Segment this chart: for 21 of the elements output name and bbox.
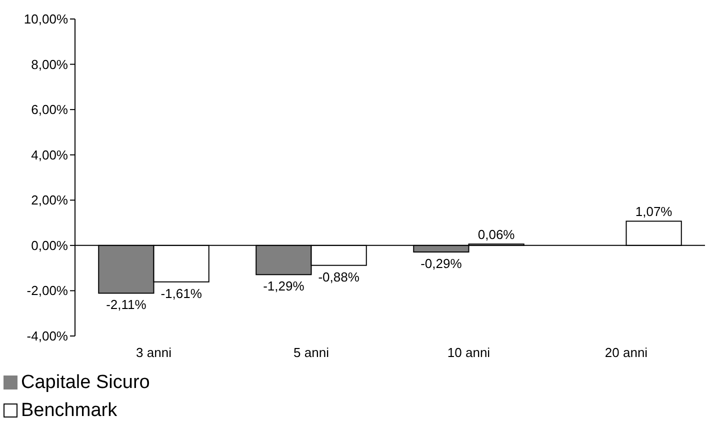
- x-tick-label: 5 anni: [294, 345, 330, 360]
- data-label: -1,29%: [263, 278, 305, 294]
- y-tick-label: 0,00%: [31, 238, 68, 253]
- data-label: -0,29%: [420, 256, 462, 271]
- data-label: 1,07%: [635, 204, 673, 220]
- y-tick-label: 10,00%: [24, 12, 68, 26]
- y-tick-label: -2,00%: [26, 283, 68, 298]
- x-tick-label: 10 anni: [447, 345, 490, 360]
- y-tick-label: -4,00%: [26, 328, 68, 344]
- y-tick-label: 8,00%: [31, 56, 68, 72]
- x-tick-label: 20 anni: [604, 345, 648, 360]
- data-label: -1,61%: [160, 286, 202, 301]
- x-tick-label: 3 anni: [136, 345, 172, 360]
- y-tick-label: 6,00%: [31, 102, 68, 118]
- data-label: -2,11%: [106, 297, 147, 312]
- data-label: -0,88%: [318, 269, 360, 284]
- data-label: 0,06%: [478, 227, 516, 242]
- legend-label: Benchmark: [21, 400, 118, 421]
- y-tick-label: 2,00%: [31, 192, 68, 208]
- y-tick-label: 4,00%: [31, 147, 68, 162]
- legend-label: Capitale Sicuro: [21, 372, 150, 393]
